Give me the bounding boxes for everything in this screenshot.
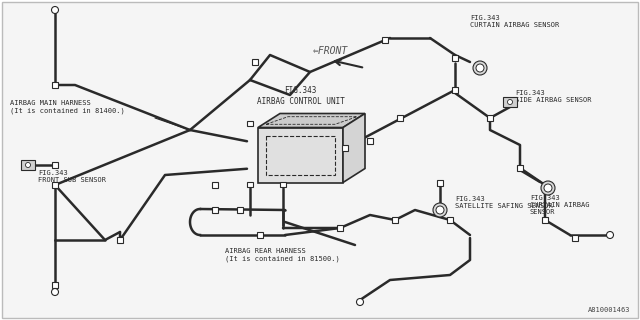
Bar [572, 235, 578, 241]
Circle shape [508, 100, 513, 105]
Text: FIG.343
FRONT SUB SENSOR: FIG.343 FRONT SUB SENSOR [38, 170, 106, 183]
Circle shape [476, 64, 484, 72]
Circle shape [607, 231, 614, 238]
Bar [517, 165, 523, 171]
Circle shape [541, 181, 555, 195]
Bar [117, 237, 123, 243]
Bar [21, 160, 35, 170]
Polygon shape [258, 127, 343, 182]
Bar [266, 135, 335, 174]
Bar [247, 182, 253, 187]
Bar [437, 180, 443, 186]
Circle shape [51, 289, 58, 295]
Bar [52, 82, 58, 88]
Bar [212, 207, 218, 213]
Bar [52, 282, 58, 288]
Circle shape [473, 61, 487, 75]
Text: FIG.343
CURTAIN AIRBAG
SENSOR: FIG.343 CURTAIN AIRBAG SENSOR [530, 195, 589, 215]
Bar [52, 162, 58, 168]
Bar [452, 87, 458, 93]
Text: FIG.343
CURTAIN AIRBAG SENSOR: FIG.343 CURTAIN AIRBAG SENSOR [470, 15, 559, 28]
Circle shape [26, 163, 31, 167]
Text: AIRBAG MAIN HARNESS
(It is contained in 81400.): AIRBAG MAIN HARNESS (It is contained in … [10, 100, 125, 114]
Circle shape [544, 184, 552, 192]
Bar [392, 217, 397, 223]
Bar [247, 121, 253, 126]
Bar [447, 217, 452, 223]
Text: FIG.343
SATELLITE SAFING SENSOR: FIG.343 SATELLITE SAFING SENSOR [455, 196, 553, 209]
Bar [487, 115, 493, 121]
Circle shape [436, 206, 444, 214]
Bar [237, 207, 243, 213]
Text: AIRBAG REAR HARNESS
(It is contained in 81500.): AIRBAG REAR HARNESS (It is contained in … [225, 248, 340, 261]
Polygon shape [343, 114, 365, 182]
Circle shape [51, 6, 58, 13]
Polygon shape [258, 114, 365, 127]
Text: FIG.343
SIDE AIRBAG SENSOR: FIG.343 SIDE AIRBAG SENSOR [515, 90, 591, 103]
Bar [280, 182, 285, 187]
Bar [397, 115, 403, 121]
Text: ⇐FRONT: ⇐FRONT [312, 46, 348, 56]
Bar [212, 182, 218, 188]
Bar [503, 97, 517, 107]
Bar [257, 232, 263, 238]
Bar [52, 182, 58, 188]
Bar [337, 225, 343, 231]
Bar [252, 59, 258, 65]
Circle shape [433, 203, 447, 217]
Bar [382, 37, 388, 43]
Bar [542, 217, 548, 223]
Bar [342, 145, 348, 151]
Circle shape [356, 299, 364, 306]
Text: A810001463: A810001463 [588, 307, 630, 313]
Bar [367, 138, 372, 144]
Text: FIG.343
AIRBAG CONTROL UNIT: FIG.343 AIRBAG CONTROL UNIT [257, 86, 344, 106]
Bar [452, 55, 458, 61]
